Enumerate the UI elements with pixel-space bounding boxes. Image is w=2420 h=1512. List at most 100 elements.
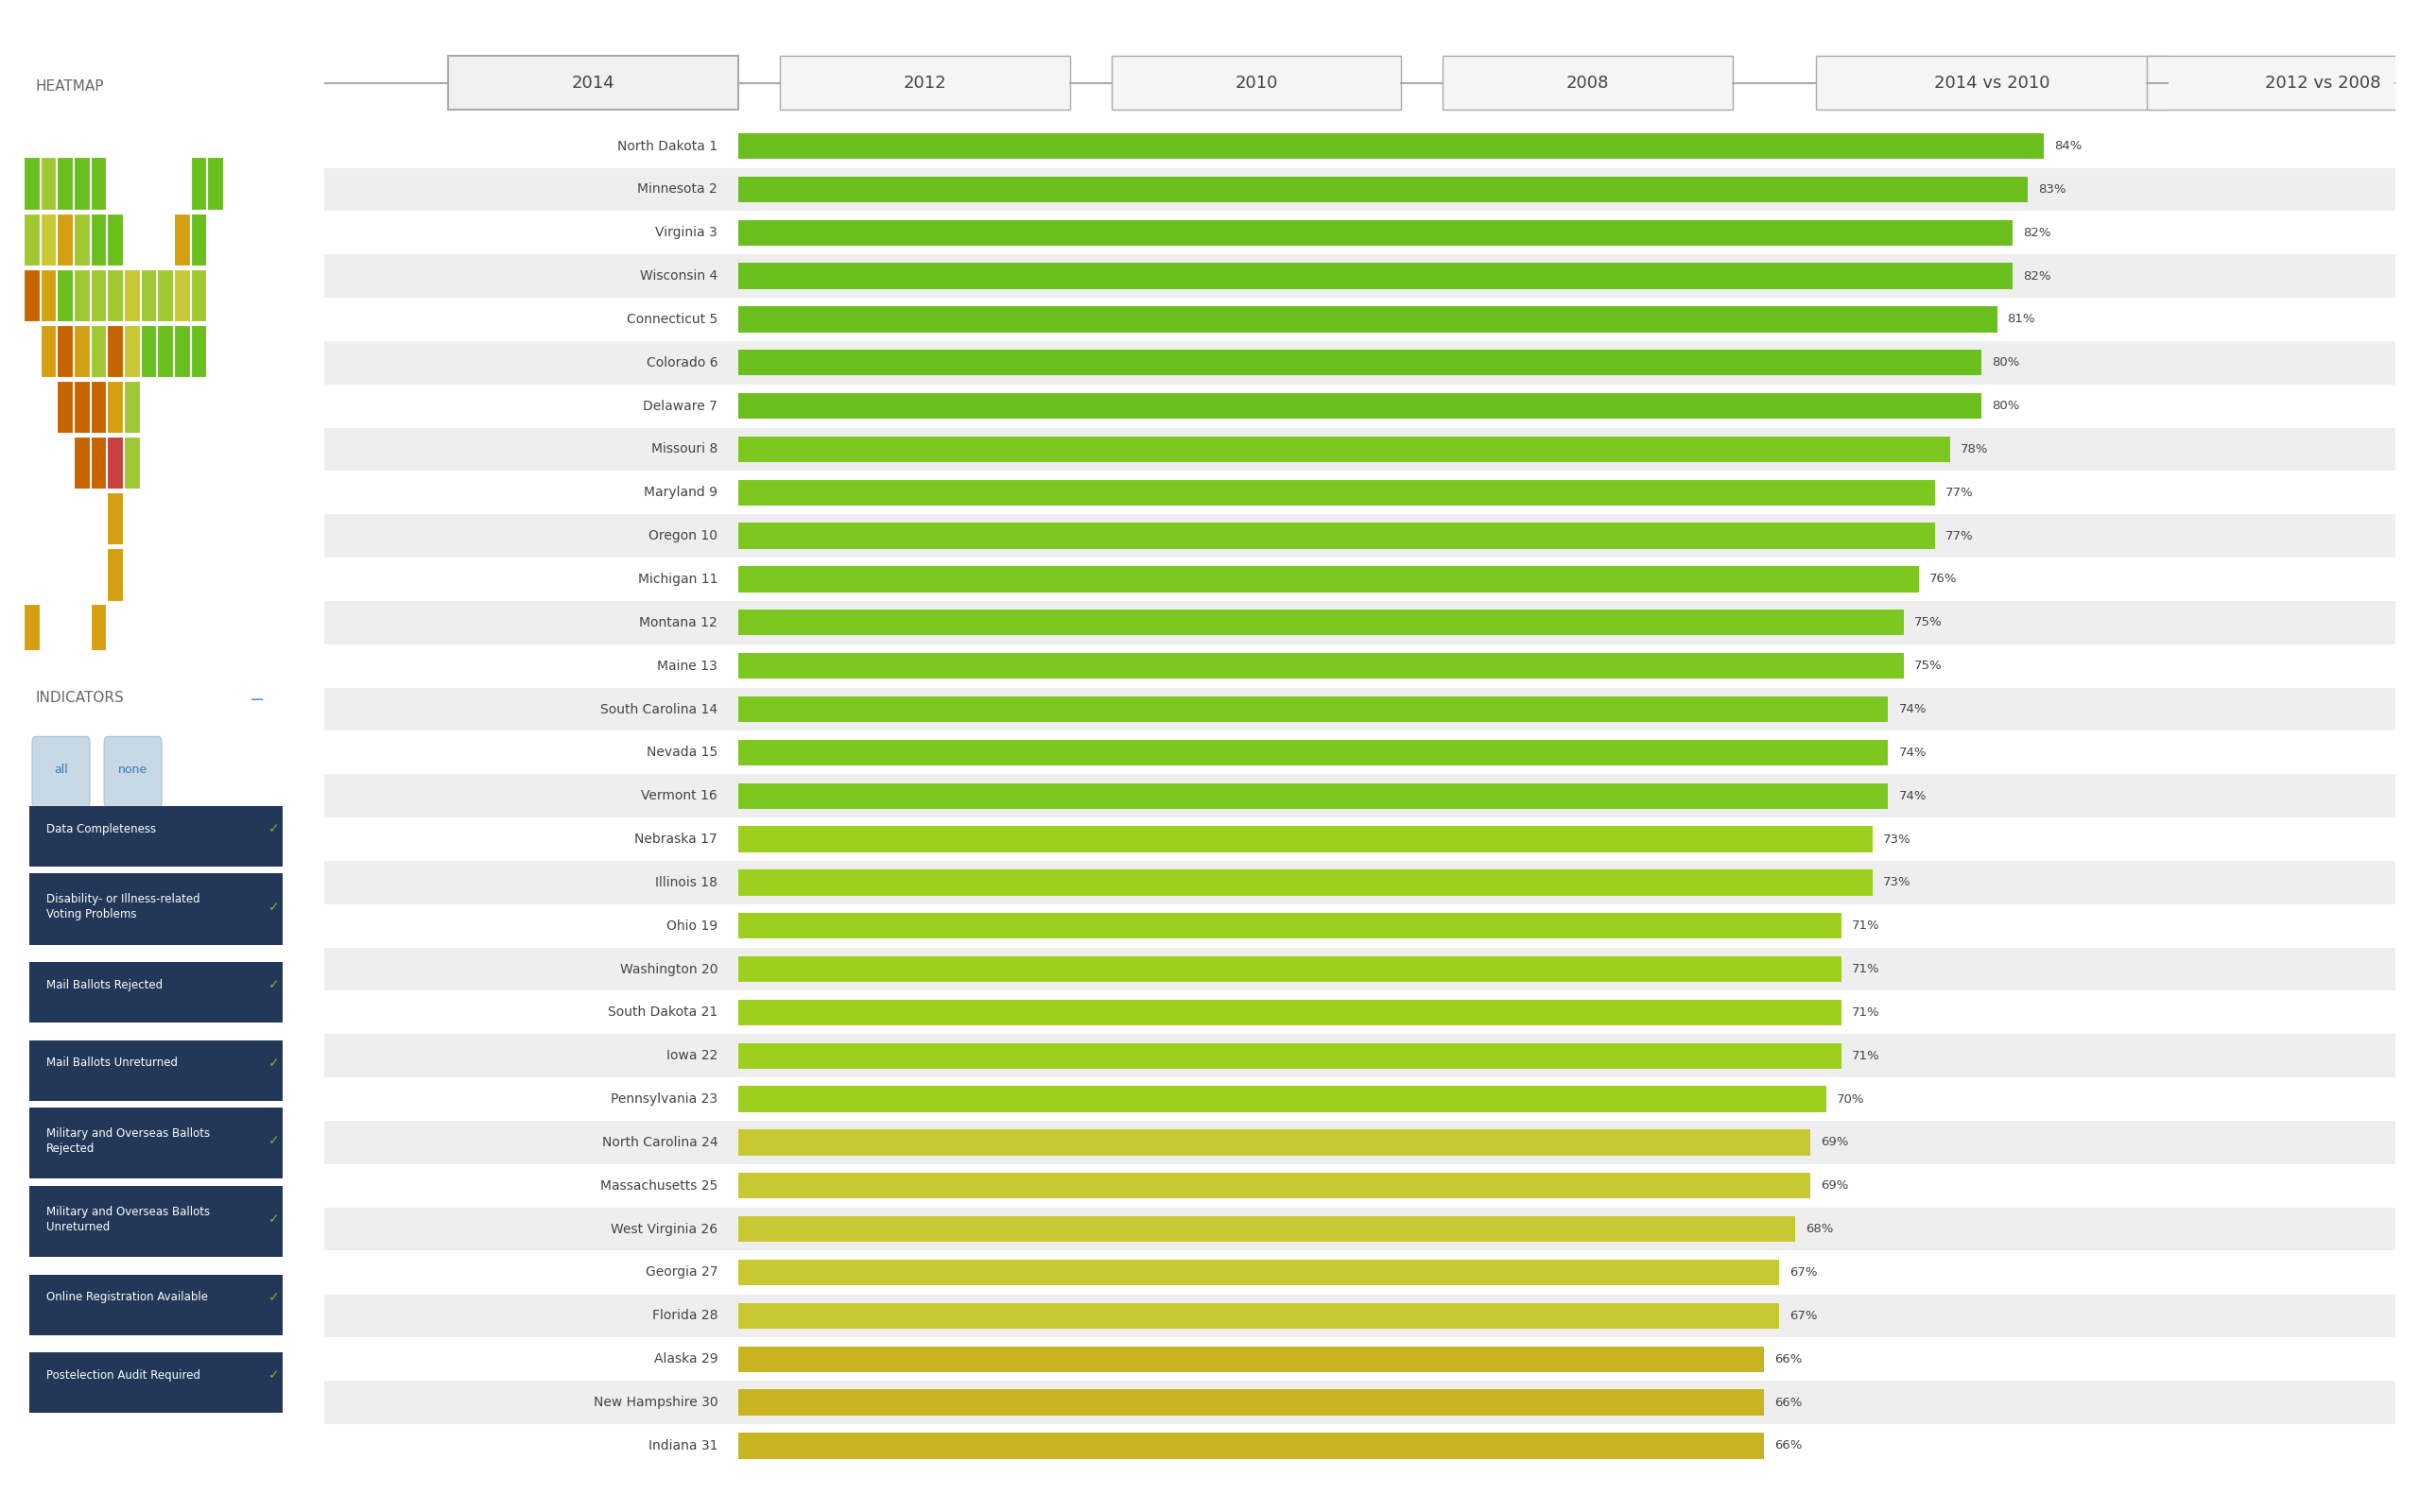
FancyBboxPatch shape: [738, 263, 2013, 289]
FancyBboxPatch shape: [208, 157, 223, 210]
FancyBboxPatch shape: [73, 325, 90, 378]
Text: 78%: 78%: [1960, 443, 1989, 455]
FancyBboxPatch shape: [31, 736, 90, 807]
FancyBboxPatch shape: [29, 806, 283, 866]
FancyBboxPatch shape: [324, 1208, 2396, 1250]
FancyBboxPatch shape: [24, 213, 39, 266]
Text: 83%: 83%: [2038, 183, 2067, 195]
FancyBboxPatch shape: [106, 491, 123, 544]
Text: −: −: [249, 691, 266, 709]
Text: ✓: ✓: [269, 1057, 278, 1069]
FancyBboxPatch shape: [123, 269, 140, 322]
FancyBboxPatch shape: [324, 1380, 2396, 1424]
Text: 2010: 2010: [1234, 74, 1278, 91]
Text: South Carolina 14: South Carolina 14: [600, 703, 719, 715]
FancyBboxPatch shape: [324, 254, 2396, 298]
FancyBboxPatch shape: [106, 325, 123, 378]
FancyBboxPatch shape: [738, 1303, 1779, 1329]
Text: 67%: 67%: [1791, 1266, 1817, 1279]
FancyBboxPatch shape: [73, 213, 90, 266]
Text: 74%: 74%: [1900, 747, 1926, 759]
FancyBboxPatch shape: [738, 437, 1951, 463]
FancyBboxPatch shape: [324, 1294, 2396, 1337]
Text: Iowa 22: Iowa 22: [666, 1049, 719, 1063]
FancyBboxPatch shape: [738, 307, 1996, 333]
FancyBboxPatch shape: [29, 1275, 283, 1335]
FancyBboxPatch shape: [41, 213, 56, 266]
Text: Disability- or Illness-related
Voting Problems: Disability- or Illness-related Voting Pr…: [46, 894, 201, 921]
FancyBboxPatch shape: [73, 381, 90, 434]
FancyBboxPatch shape: [324, 428, 2396, 470]
FancyBboxPatch shape: [738, 393, 1982, 419]
Text: Montana 12: Montana 12: [639, 615, 719, 629]
Text: 71%: 71%: [1851, 1049, 1880, 1061]
FancyBboxPatch shape: [738, 177, 2028, 203]
FancyBboxPatch shape: [738, 1346, 1764, 1371]
Text: 2012 vs 2008: 2012 vs 2008: [2265, 74, 2381, 91]
Text: 71%: 71%: [1851, 919, 1880, 931]
Text: Military and Overseas Ballots
Rejected: Military and Overseas Ballots Rejected: [46, 1128, 211, 1155]
FancyBboxPatch shape: [738, 783, 1888, 809]
Text: ✓: ✓: [269, 900, 278, 913]
Text: Nebraska 17: Nebraska 17: [634, 833, 719, 845]
Text: ✓: ✓: [269, 1213, 278, 1226]
Text: Massachusetts 25: Massachusetts 25: [600, 1179, 719, 1193]
Text: Delaware 7: Delaware 7: [644, 399, 719, 413]
Text: HEATMAP: HEATMAP: [36, 80, 104, 94]
FancyBboxPatch shape: [738, 609, 1905, 635]
Text: ✓: ✓: [269, 978, 278, 992]
Text: 2014 vs 2010: 2014 vs 2010: [1934, 74, 2050, 91]
Text: Mail Ballots Rejected: Mail Ballots Rejected: [46, 978, 162, 992]
FancyBboxPatch shape: [29, 962, 283, 1022]
Text: Vermont 16: Vermont 16: [641, 789, 719, 803]
FancyBboxPatch shape: [90, 213, 106, 266]
Text: 73%: 73%: [1883, 833, 1912, 845]
Text: Nevada 15: Nevada 15: [646, 745, 719, 759]
FancyBboxPatch shape: [1442, 56, 1733, 110]
FancyBboxPatch shape: [324, 602, 2396, 644]
FancyBboxPatch shape: [157, 325, 172, 378]
FancyBboxPatch shape: [324, 860, 2396, 904]
FancyBboxPatch shape: [123, 381, 140, 434]
Text: 76%: 76%: [1929, 573, 1958, 585]
FancyBboxPatch shape: [738, 1173, 1810, 1199]
Text: Ohio 19: Ohio 19: [666, 919, 719, 933]
FancyBboxPatch shape: [324, 1120, 2396, 1164]
FancyBboxPatch shape: [738, 1216, 1796, 1241]
Text: Postelection Audit Required: Postelection Audit Required: [46, 1368, 201, 1382]
FancyBboxPatch shape: [324, 1034, 2396, 1078]
Text: Colorado 6: Colorado 6: [646, 355, 719, 369]
FancyBboxPatch shape: [738, 133, 2042, 159]
Text: ✓: ✓: [269, 1368, 278, 1382]
FancyBboxPatch shape: [174, 325, 189, 378]
Text: none: none: [119, 764, 148, 776]
Text: 71%: 71%: [1851, 963, 1880, 975]
Text: 74%: 74%: [1900, 789, 1926, 801]
FancyBboxPatch shape: [41, 157, 56, 210]
FancyBboxPatch shape: [448, 56, 738, 110]
FancyBboxPatch shape: [157, 269, 172, 322]
FancyBboxPatch shape: [738, 349, 1982, 375]
Text: 2012: 2012: [903, 74, 946, 91]
FancyBboxPatch shape: [90, 437, 106, 488]
FancyBboxPatch shape: [140, 269, 157, 322]
FancyBboxPatch shape: [58, 381, 73, 434]
Text: Missouri 8: Missouri 8: [651, 443, 719, 457]
Text: Mail Ballots Unreturned: Mail Ballots Unreturned: [46, 1057, 179, 1069]
Text: Wisconsin 4: Wisconsin 4: [639, 269, 719, 283]
FancyBboxPatch shape: [738, 999, 1842, 1025]
FancyBboxPatch shape: [58, 157, 73, 210]
FancyBboxPatch shape: [123, 437, 140, 488]
Text: Connecticut 5: Connecticut 5: [627, 313, 719, 327]
Text: 69%: 69%: [1820, 1137, 1849, 1149]
Text: South Dakota 21: South Dakota 21: [607, 1005, 719, 1019]
Text: 66%: 66%: [1774, 1353, 1803, 1365]
FancyBboxPatch shape: [140, 325, 157, 378]
FancyBboxPatch shape: [738, 567, 1919, 593]
Text: 82%: 82%: [2023, 227, 2050, 239]
FancyBboxPatch shape: [191, 269, 206, 322]
Text: Washington 20: Washington 20: [620, 963, 719, 975]
FancyBboxPatch shape: [738, 1433, 1764, 1459]
FancyBboxPatch shape: [58, 269, 73, 322]
FancyBboxPatch shape: [324, 514, 2396, 558]
